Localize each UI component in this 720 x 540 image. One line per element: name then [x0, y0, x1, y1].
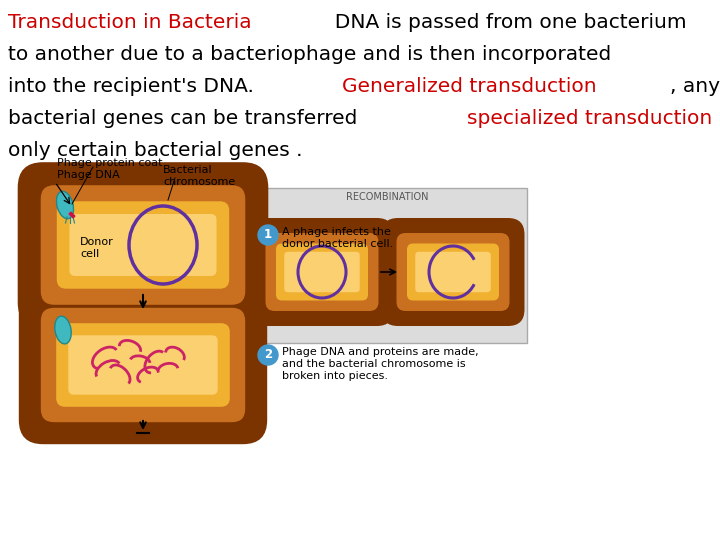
Text: specialized transduction: specialized transduction [467, 109, 712, 128]
Circle shape [258, 225, 278, 245]
Text: Bacterial: Bacterial [163, 165, 212, 175]
Text: only certain bacterial genes .: only certain bacterial genes . [8, 141, 302, 160]
Text: Phage DNA: Phage DNA [57, 170, 120, 180]
Text: Generalized transduction: Generalized transduction [342, 77, 596, 96]
FancyBboxPatch shape [68, 335, 217, 395]
Text: Phage DNA and proteins are made,: Phage DNA and proteins are made, [282, 347, 479, 357]
Text: Donor: Donor [80, 237, 114, 247]
Text: chromosome: chromosome [163, 177, 235, 187]
FancyBboxPatch shape [18, 162, 269, 328]
FancyBboxPatch shape [69, 214, 217, 276]
Text: into the recipient's DNA.: into the recipient's DNA. [8, 77, 266, 96]
FancyBboxPatch shape [407, 244, 499, 300]
FancyBboxPatch shape [415, 252, 491, 292]
Text: donor bacterial cell.: donor bacterial cell. [282, 239, 393, 249]
FancyBboxPatch shape [397, 233, 510, 311]
Ellipse shape [56, 191, 73, 219]
Text: RECOMBINATION: RECOMBINATION [346, 192, 428, 202]
FancyBboxPatch shape [41, 185, 246, 305]
Text: bacterial genes can be transferred: bacterial genes can be transferred [8, 109, 364, 128]
Text: 1: 1 [264, 228, 272, 241]
FancyBboxPatch shape [284, 252, 360, 292]
FancyBboxPatch shape [56, 323, 230, 407]
Text: to another due to a bacteriophage and is then incorporated: to another due to a bacteriophage and is… [8, 45, 611, 64]
Text: cell: cell [80, 249, 99, 259]
Text: A phage infects the: A phage infects the [282, 227, 391, 237]
Text: broken into pieces.: broken into pieces. [282, 371, 388, 381]
Circle shape [258, 345, 278, 365]
Text: Transduction in Bacteria: Transduction in Bacteria [8, 13, 251, 32]
FancyBboxPatch shape [266, 233, 379, 311]
FancyBboxPatch shape [247, 188, 527, 343]
Text: 2: 2 [264, 348, 272, 361]
Ellipse shape [55, 316, 71, 344]
FancyBboxPatch shape [19, 286, 267, 444]
FancyBboxPatch shape [276, 244, 368, 300]
FancyBboxPatch shape [41, 308, 246, 422]
Text: Phage protein coat: Phage protein coat [57, 158, 163, 168]
FancyBboxPatch shape [251, 218, 394, 326]
Text: and the bacterial chromosome is: and the bacterial chromosome is [282, 359, 466, 369]
FancyBboxPatch shape [57, 201, 229, 289]
Text: , any: , any [670, 77, 720, 96]
FancyArrow shape [69, 212, 75, 218]
Text: DNA is passed from one bacterium: DNA is passed from one bacterium [323, 13, 687, 32]
FancyBboxPatch shape [382, 218, 524, 326]
